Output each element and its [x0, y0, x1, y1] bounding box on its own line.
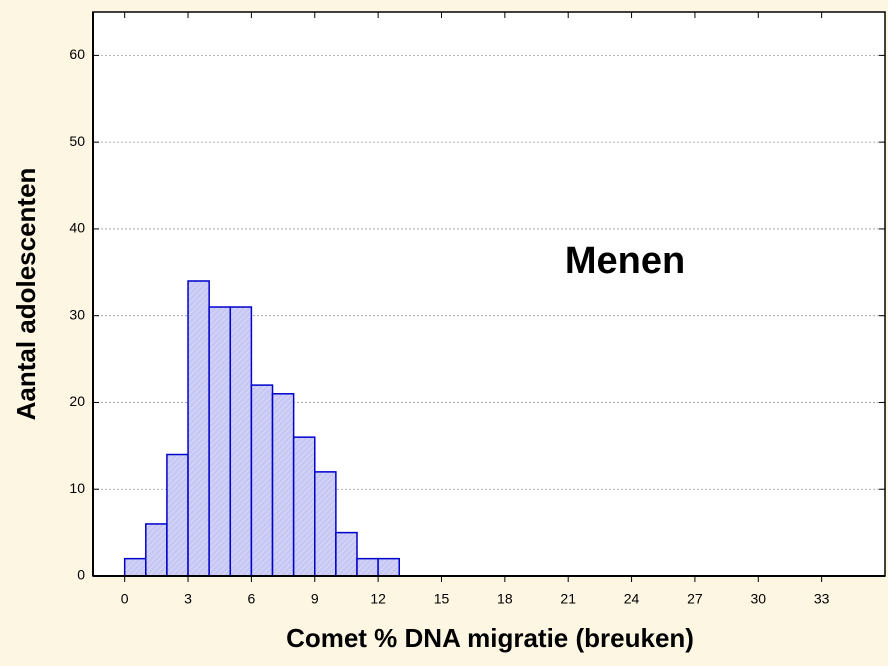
- y-axis-label: Aantal adolescenten: [11, 168, 41, 421]
- x-tick-label: 24: [624, 591, 640, 607]
- y-tick-label: 10: [69, 480, 85, 496]
- x-tick-label: 21: [560, 591, 576, 607]
- x-tick-label: 33: [814, 591, 830, 607]
- x-tick-label: 3: [184, 591, 192, 607]
- annotation: Menen: [565, 240, 685, 282]
- bar: [292, 436, 316, 577]
- x-axis-label: Comet % DNA migratie (breuken): [286, 623, 694, 653]
- y-tick-label: 20: [69, 393, 85, 409]
- x-tick-label: 18: [497, 591, 513, 607]
- y-tick-label: 50: [69, 133, 85, 149]
- y-tick-label: 30: [69, 306, 85, 322]
- y-tick-label: 40: [69, 220, 85, 236]
- bar: [166, 453, 189, 577]
- x-tick-label: 30: [750, 591, 766, 607]
- bar: [356, 557, 379, 577]
- x-tick-label: 6: [248, 591, 256, 607]
- bar: [314, 471, 337, 577]
- bar: [229, 306, 253, 577]
- x-tick-label: 12: [370, 591, 386, 607]
- y-tick-label: 0: [77, 567, 85, 583]
- bar: [123, 557, 147, 577]
- x-tick-label: 15: [434, 591, 450, 607]
- bar: [335, 531, 358, 577]
- x-tick-label: 9: [311, 591, 319, 607]
- y-tick-label: 60: [69, 46, 85, 62]
- bar: [250, 384, 274, 577]
- x-tick-label: 27: [687, 591, 703, 607]
- bar: [145, 523, 168, 577]
- bar: [377, 557, 400, 577]
- bar: [187, 280, 210, 577]
- x-tick-label: 0: [121, 591, 129, 607]
- bar: [271, 393, 295, 577]
- bar: [208, 306, 232, 577]
